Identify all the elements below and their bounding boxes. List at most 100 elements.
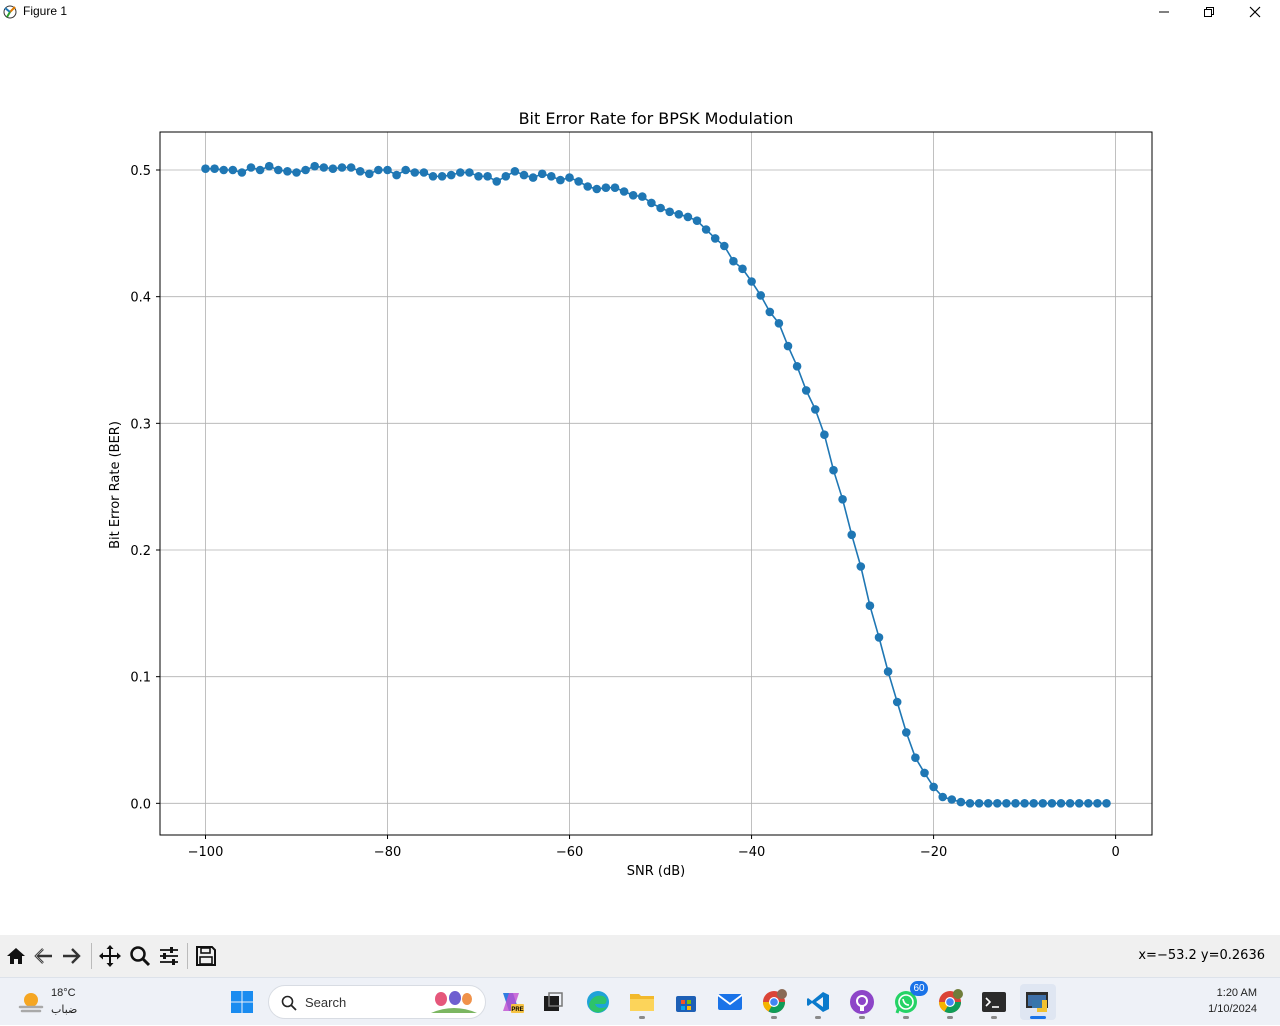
data-point [1011, 799, 1020, 808]
toolbar-separator [187, 943, 188, 969]
save-button[interactable] [192, 942, 220, 970]
data-point [801, 386, 811, 395]
data-point [374, 165, 383, 175]
window-titlebar[interactable]: Figure 1 [0, 0, 1280, 23]
data-point [556, 175, 565, 185]
edge-icon [587, 991, 609, 1013]
data-point [820, 430, 829, 440]
data-point [592, 184, 602, 194]
data-point [656, 203, 665, 213]
weather-sun-icon [18, 993, 44, 1013]
start-icon [231, 991, 253, 1013]
taskbar-chrome-profile[interactable] [932, 984, 968, 1020]
svg-text:PRE: PRE [511, 1007, 523, 1013]
taskbar-mail[interactable] [712, 984, 748, 1020]
data-point [811, 405, 820, 414]
taskbar-python-figure[interactable] [1020, 984, 1056, 1020]
taskbar-edge[interactable] [580, 984, 616, 1020]
data-point [665, 207, 674, 217]
search-icon [281, 995, 297, 1011]
data-point [255, 165, 265, 175]
data-point [474, 172, 483, 181]
taskbar-whatsapp[interactable]: 60 [888, 981, 928, 1020]
data-point [547, 172, 556, 181]
data-point [792, 362, 802, 371]
taskbar-vscode[interactable] [800, 984, 836, 1020]
data-point [1093, 799, 1102, 808]
data-point [692, 216, 702, 225]
data-point [765, 307, 775, 317]
active-indicator [1030, 1016, 1046, 1019]
running-indicator [859, 1016, 865, 1019]
back-button[interactable] [30, 942, 58, 970]
data-point [355, 167, 365, 176]
taskbar-github[interactable] [844, 984, 880, 1020]
chrome-profile-icon [939, 989, 963, 1013]
maximize-button[interactable] [1186, 0, 1232, 23]
taskbar-chrome[interactable] [756, 984, 792, 1020]
pan-icon [99, 945, 121, 967]
pan-button[interactable] [96, 942, 124, 970]
taskbar-terminal[interactable] [976, 984, 1012, 1020]
data-point [428, 172, 438, 181]
data-point [401, 165, 411, 175]
data-point [565, 173, 574, 182]
close-button[interactable] [1232, 0, 1278, 23]
forward-button[interactable] [57, 942, 85, 970]
data-point [829, 465, 838, 475]
y-tick-label: 0.2 [130, 544, 151, 559]
save-icon [196, 946, 216, 966]
data-point [756, 291, 765, 300]
taskbar-file-explorer[interactable] [624, 984, 660, 1020]
data-point [1056, 799, 1066, 808]
data-point [292, 168, 301, 177]
data-point [219, 165, 228, 175]
chrome-icon [763, 989, 787, 1013]
data-point [610, 183, 620, 192]
x-axis-label: SNR (dB) [627, 864, 685, 879]
taskbar-task-view[interactable] [535, 984, 571, 1020]
data-point [638, 192, 647, 201]
configure-icon [160, 947, 178, 965]
data-point [902, 728, 911, 737]
home-icon [7, 948, 25, 964]
taskbar-search[interactable]: Search [268, 985, 486, 1019]
data-point [574, 177, 583, 186]
series-line-layer [205, 165, 1107, 805]
data-point [337, 163, 347, 172]
data-point [720, 241, 729, 251]
y-tick-label: 0.3 [130, 417, 151, 432]
start-button[interactable] [224, 984, 260, 1020]
weather-widget[interactable]: 18°C ضباب [14, 984, 114, 1020]
data-point [974, 799, 984, 808]
data-point [510, 167, 520, 176]
data-point [774, 319, 784, 328]
data-point [601, 183, 611, 192]
data-point [619, 187, 629, 196]
home-button[interactable] [2, 942, 30, 970]
taskbar-store[interactable] [668, 984, 704, 1020]
data-point [392, 170, 401, 180]
ber-chart[interactable]: Bit Error Rate for BPSK Modulation −100−… [0, 23, 1280, 935]
search-placeholder: Search [305, 995, 347, 1010]
data-point [701, 225, 711, 234]
axis-ticks: −100 −80 −60 −40 −20 0 0.0 0.1 0.2 0.3 0.4 0.5 [130, 164, 1119, 860]
data-point [747, 277, 756, 286]
data-point [301, 165, 310, 175]
data-point [874, 633, 884, 642]
configure-subplots-button[interactable] [155, 942, 183, 970]
figure-canvas[interactable]: Bit Error Rate for BPSK Modulation −100−… [0, 23, 1280, 935]
minimize-button[interactable] [1141, 0, 1187, 23]
zoom-button[interactable] [126, 942, 154, 970]
copilot-icon: PRE [503, 993, 524, 1013]
data-point [465, 168, 474, 177]
clock-area[interactable]: 1:20 AM 1/10/2024 [1170, 978, 1280, 1026]
toolbar-separator [91, 943, 92, 969]
taskbar-copilot[interactable]: PRE [493, 984, 529, 1020]
running-indicator [991, 1016, 997, 1019]
data-point [210, 164, 219, 173]
series-line [205, 165, 1107, 805]
data-point [264, 161, 274, 171]
navigation-toolbar: x=−53.2 y=0.2636 [0, 935, 1280, 977]
clock-date: 1/10/2024 [1208, 1003, 1257, 1015]
